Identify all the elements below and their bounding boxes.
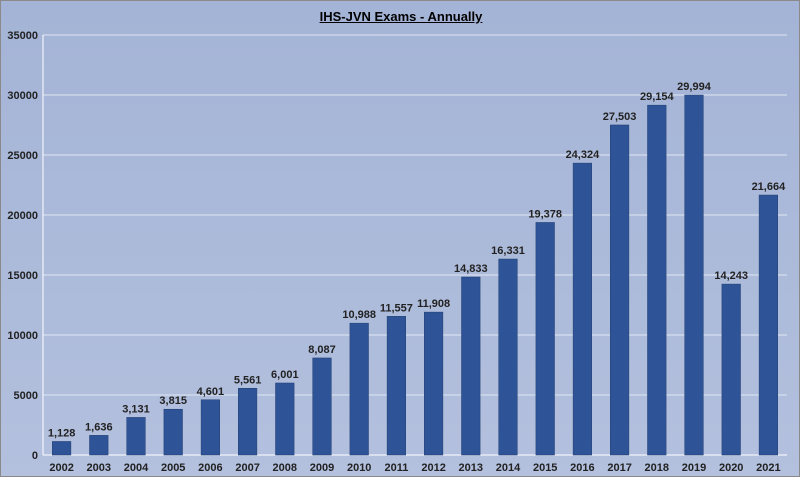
- bar-2002: [52, 441, 72, 456]
- data-label-2015: 19,378: [528, 208, 562, 220]
- y-tick-label: 5000: [14, 390, 38, 402]
- bar-2012: [424, 311, 444, 456]
- bar-2011: [386, 316, 406, 456]
- x-category-label: 2003: [87, 462, 111, 474]
- x-category-label: 2002: [49, 462, 73, 474]
- y-tick-label: 25000: [7, 150, 38, 162]
- bar-2020: [721, 283, 741, 456]
- x-category-label: 2008: [273, 462, 297, 474]
- y-tick-label: 20000: [7, 210, 38, 222]
- x-category-label: 2012: [421, 462, 445, 474]
- data-label-2019: 29,994: [677, 81, 712, 93]
- x-category-label: 2009: [310, 462, 334, 474]
- data-label-2010: 10,988: [342, 309, 376, 321]
- bar-2016: [572, 162, 592, 456]
- data-label-2006: 4,601: [197, 386, 225, 398]
- x-category-label: 2010: [347, 462, 371, 474]
- data-labels: 1,128 1,636 3,131 3,815 4,601 5,561 6,001 8,087…: [48, 81, 786, 439]
- x-category-label: 2004: [124, 462, 149, 474]
- x-category-label: 2018: [645, 462, 669, 474]
- data-label-2009: 8,087: [308, 344, 336, 356]
- x-axis-categories: 2002 2003 2004 2005 2006 2007 2008 2009 2010 2011…: [49, 462, 780, 474]
- bar-2018: [647, 104, 667, 456]
- x-category-label: 2013: [459, 462, 483, 474]
- data-label-2012: 11,908: [417, 298, 450, 310]
- data-label-2016: 24,324: [566, 149, 601, 161]
- data-label-2011: 11,557: [380, 302, 413, 314]
- bar-2006: [200, 399, 220, 456]
- bar-2019: [684, 94, 704, 456]
- bar-2017: [610, 124, 630, 456]
- data-label-2021: 21,664: [752, 181, 787, 193]
- gridlines: [42, 34, 787, 456]
- data-label-2005: 3,815: [159, 395, 187, 407]
- chart-title: IHS-JVN Exams - Annually: [319, 9, 483, 24]
- data-label-2003: 1,636: [85, 421, 113, 433]
- bar-2015: [535, 222, 555, 456]
- x-category-label: 2011: [384, 462, 408, 474]
- bar-2005: [163, 408, 183, 456]
- data-label-2007: 5,561: [234, 374, 262, 386]
- bar-2004: [126, 417, 146, 456]
- x-category-label: 2020: [719, 462, 743, 474]
- x-category-label: 2006: [198, 462, 222, 474]
- x-category-label: 2015: [533, 462, 557, 474]
- bar-2009: [312, 357, 332, 456]
- bar-2014: [498, 258, 518, 456]
- x-category-label: 2007: [235, 462, 259, 474]
- data-label-2008: 6,001: [271, 369, 299, 381]
- y-tick-label: 30000: [7, 90, 38, 102]
- x-category-label: 2005: [161, 462, 185, 474]
- data-label-2017: 27,503: [603, 111, 637, 123]
- data-label-2014: 16,331: [491, 245, 525, 257]
- y-tick-label: 35000: [7, 30, 38, 42]
- x-category-label: 2021: [756, 462, 780, 474]
- x-category-label: 2014: [496, 462, 521, 474]
- bar-2010: [349, 322, 369, 456]
- data-label-2018: 29,154: [640, 91, 675, 103]
- bar-2021: [758, 194, 778, 456]
- data-label-2004: 3,131: [122, 403, 150, 415]
- data-label-2020: 14,243: [714, 270, 748, 282]
- y-tick-label: 10000: [7, 330, 38, 342]
- x-category-label: 2016: [570, 462, 594, 474]
- y-tick-label: 0: [32, 450, 38, 462]
- data-label-2013: 14,833: [454, 263, 488, 275]
- bars: [52, 94, 778, 456]
- bar-2003: [89, 435, 109, 456]
- data-label-2002: 1,128: [48, 427, 76, 439]
- bar-2008: [275, 382, 295, 456]
- y-axis-ticks: 0 5000 10000 15000 20000 25000 30000 35000: [7, 30, 38, 462]
- x-category-label: 2019: [682, 462, 706, 474]
- x-category-label: 2017: [607, 462, 631, 474]
- bar-2007: [238, 388, 258, 456]
- y-tick-label: 15000: [7, 270, 38, 282]
- bar-2013: [461, 276, 481, 456]
